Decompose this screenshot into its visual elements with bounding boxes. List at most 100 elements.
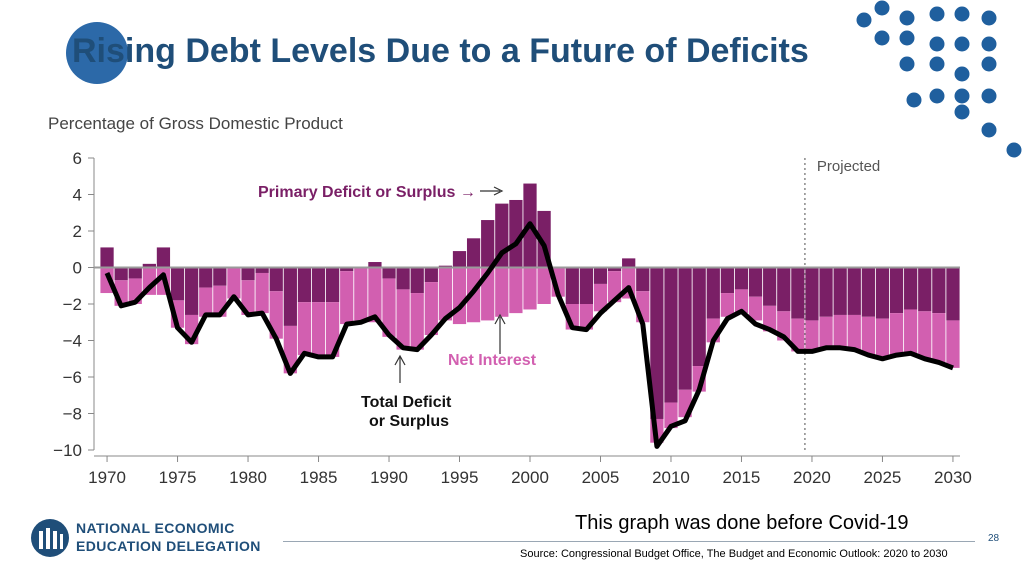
primary-bar [847,267,861,315]
primary-bar [636,267,650,292]
decor-dot [981,56,997,72]
net-interest-bar [199,287,213,317]
title-accent-circle [66,22,128,84]
y-tick-label: −2 [63,295,82,314]
primary-bar [791,267,805,319]
primary-bar [706,267,720,319]
footer-rule [283,541,975,542]
decor-dot [929,88,945,104]
decor-dot [981,10,997,26]
primary-bar [650,267,664,419]
primary-bar [805,267,819,321]
primary-bar [311,267,326,303]
net-interest-bar [805,320,819,352]
primary-bar [382,267,396,279]
logo-line-1: NATIONAL ECONOMIC [76,520,235,536]
decor-dot [954,6,970,22]
net-interest-bar [354,267,368,321]
x-tick-label: 1975 [159,468,197,487]
y-tick-label: −6 [63,368,82,387]
source-note: Source: Congressional Budget Office, The… [520,548,948,560]
net-interest-bar [438,267,453,321]
decor-dot [874,30,890,46]
net-interest-bar [861,316,875,356]
primary-bar [509,199,523,268]
y-tick-label: −8 [63,405,82,424]
net-interest-bar [297,302,312,356]
net-interest-bar [833,314,847,348]
primary-bar [622,258,636,268]
y-tick-label: 0 [73,259,82,278]
projected-label: Projected [817,158,880,175]
primary-deficit-bars [100,183,960,419]
primary-bar [593,267,608,284]
decor-dot [899,56,915,72]
net-interest-bar [734,289,749,314]
x-tick-label: 1990 [370,468,408,487]
x-tick-label: 1995 [441,468,479,487]
y-axis: 6 4 2 0 −2 −4 −6 −8 −10 [53,149,95,460]
x-tick-label: 2005 [582,468,620,487]
primary-bar [170,267,185,301]
decor-dot [899,30,915,46]
decor-dot [874,0,890,16]
primary-bar [946,267,960,321]
decor-dot [899,10,915,26]
decor-dot [954,66,970,82]
net-interest-bar [748,296,763,321]
net-interest-arrowhead [494,313,506,325]
primary-bar [269,267,283,292]
net-interest-bar [763,305,777,332]
decorative-dot-pattern [856,0,1022,158]
primary-bar [734,267,749,290]
primary-bar [481,220,495,268]
primary-bar [340,267,354,272]
x-axis: 1970 1975 1980 1985 1990 1995 2000 2005 2010 2015… [88,455,972,487]
net-interest-bar [382,278,396,337]
primary-bar [833,267,847,315]
net-interest-bar [932,313,946,363]
slide-title: Rising Debt Levels Due to a Future of De… [72,32,809,70]
torch-icon [31,519,69,557]
primary-bar [918,267,932,312]
primary-bar [720,267,735,294]
net-interest-bar [396,289,410,350]
primary-bar [861,267,875,317]
net-interest-bar [255,272,269,314]
net-interest-bar [593,283,608,312]
x-tick-label: 1980 [229,468,267,487]
primary-bar [424,267,438,283]
decor-dot [929,36,945,52]
primary-bar [255,267,269,273]
net-interest-bar [875,318,890,359]
deficit-chart: Percentage of Gross Domestic Product 6 4 2… [48,114,972,487]
decor-dot [929,6,945,22]
primary-bar [199,267,213,288]
total-deficit-line [104,221,954,449]
primary-bar [142,263,156,268]
primary-bar [100,247,114,268]
primary-bar [213,267,227,286]
primary-bar [763,267,777,306]
primary-bar [904,267,918,310]
primary-bar [466,238,481,268]
primary-bar [297,267,312,303]
net-interest-bar [509,267,523,314]
primary-bar [748,267,763,297]
decor-dot [954,36,970,52]
primary-bar [875,267,890,319]
x-tick-label: 2015 [723,468,761,487]
decor-dot [906,92,922,108]
net-interest-bar [495,267,509,317]
y-tick-label: −10 [53,441,82,460]
net-interest-bar [847,314,861,350]
primary-bar [777,267,791,312]
primary-bar [607,267,622,272]
x-tick-label: 1985 [300,468,338,487]
x-tick-label: 2010 [652,468,690,487]
net-interest-bar [946,320,960,368]
net-interest-bar [889,313,904,356]
primary-bar [889,267,904,314]
y-tick-label: −4 [63,332,82,351]
decor-dot [981,122,997,138]
